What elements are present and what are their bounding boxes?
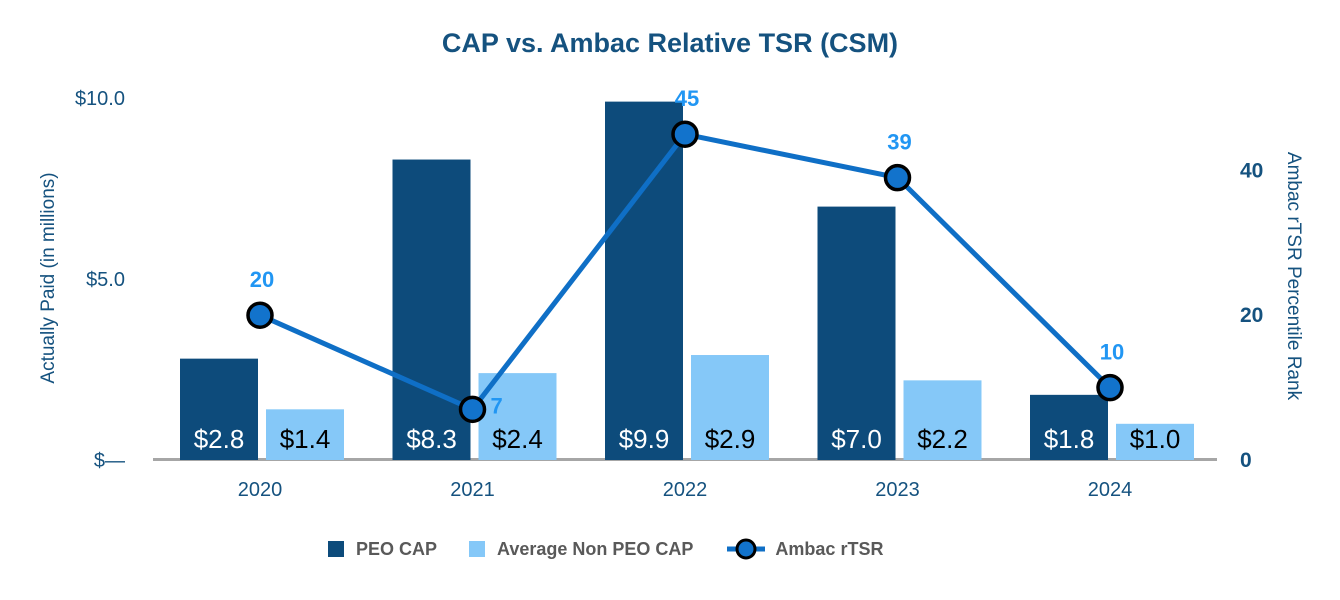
bar-label-peo-cap-2020: $2.8 bbox=[194, 424, 245, 454]
legend-item-ambac-rtsr: Ambac rTSR bbox=[725, 537, 883, 561]
bar-label-average-non-peo-cap-2021: $2.4 bbox=[492, 424, 543, 454]
xtick-2022: 2022 bbox=[663, 479, 708, 501]
right-ytick-20: 20 bbox=[1240, 304, 1263, 327]
left-ytick-10: $10.0 bbox=[75, 88, 125, 110]
bar-label-average-non-peo-cap-2022: $2.9 bbox=[705, 424, 756, 454]
point-label-2023: 39 bbox=[887, 130, 911, 155]
bar-label-average-non-peo-cap-2023: $2.2 bbox=[917, 424, 968, 454]
bar-label-average-non-peo-cap-2024: $1.0 bbox=[1130, 424, 1181, 454]
bar-label-peo-cap-2023: $7.0 bbox=[831, 424, 882, 454]
line-ambac-rtsr bbox=[257, 131, 1113, 412]
legend-label-average-non-peo-cap: Average Non PEO CAP bbox=[497, 538, 694, 559]
bar-label-peo-cap-2021: $8.3 bbox=[406, 424, 457, 454]
bar-label-peo-cap-2024: $1.8 bbox=[1044, 424, 1095, 454]
right-ytick-40: 40 bbox=[1240, 159, 1263, 182]
xtick-2021: 2021 bbox=[450, 479, 495, 501]
left-ytick-5: $5.0 bbox=[86, 269, 125, 291]
bar-label-average-non-peo-cap-2020: $1.4 bbox=[280, 424, 331, 454]
bar-peo-cap-2020 bbox=[180, 358, 258, 460]
marker-ambac-rtsr-2024 bbox=[1096, 373, 1124, 402]
marker-ambac-rtsr-2020 bbox=[246, 301, 274, 329]
bar-average-non-peo-cap-2023 bbox=[903, 380, 982, 460]
bar-average-non-peo-cap-2022 bbox=[691, 355, 769, 460]
chart-title: CAP vs. Ambac Relative TSR (CSM) bbox=[441, 28, 899, 58]
xtick-2024: 2024 bbox=[1088, 479, 1133, 501]
point-label-2021: 7 bbox=[491, 393, 503, 418]
marker-ambac-rtsr-2021 bbox=[458, 395, 487, 424]
left-ytick-0: $— bbox=[94, 450, 125, 472]
right-ytick-0: 0 bbox=[1240, 449, 1252, 472]
legend: PEO CAP Average Non PEO CAP Ambac rTSR bbox=[328, 537, 883, 561]
bar-average-non-peo-cap-2020 bbox=[266, 409, 344, 460]
marker-ambac-rtsr-2023 bbox=[883, 163, 912, 192]
bar-average-non-peo-cap-2024 bbox=[1116, 423, 1194, 460]
legend-swatch-average-non-peo-cap bbox=[469, 541, 486, 557]
legend-item-peo-cap: PEO CAP bbox=[328, 539, 437, 560]
legend-label-peo-cap: PEO CAP bbox=[356, 538, 438, 559]
bar-peo-cap-2022 bbox=[605, 101, 683, 461]
legend-label-ambac-rtsr: Ambac rTSR bbox=[775, 538, 884, 559]
bar-label-peo-cap-2022: $9.9 bbox=[619, 424, 670, 454]
bar-peo-cap-2021 bbox=[392, 159, 471, 461]
point-label-2024: 10 bbox=[1100, 340, 1124, 365]
legend-item-average-non-peo-cap: Average Non PEO CAP bbox=[469, 539, 693, 560]
bar-peo-cap-2024 bbox=[1030, 394, 1108, 460]
x-axis-line bbox=[153, 458, 1217, 461]
bar-peo-cap-2023 bbox=[817, 206, 896, 460]
line-marker-icon bbox=[727, 538, 766, 560]
legend-swatch-peo-cap bbox=[328, 541, 344, 557]
point-label-2022: 45 bbox=[675, 86, 699, 111]
marker-ambac-rtsr-2022 bbox=[671, 120, 699, 148]
xtick-2020: 2020 bbox=[238, 479, 283, 501]
point-label-2020: 20 bbox=[250, 267, 274, 292]
xtick-2023: 2023 bbox=[875, 479, 920, 501]
legend-marker-circle bbox=[735, 538, 757, 560]
